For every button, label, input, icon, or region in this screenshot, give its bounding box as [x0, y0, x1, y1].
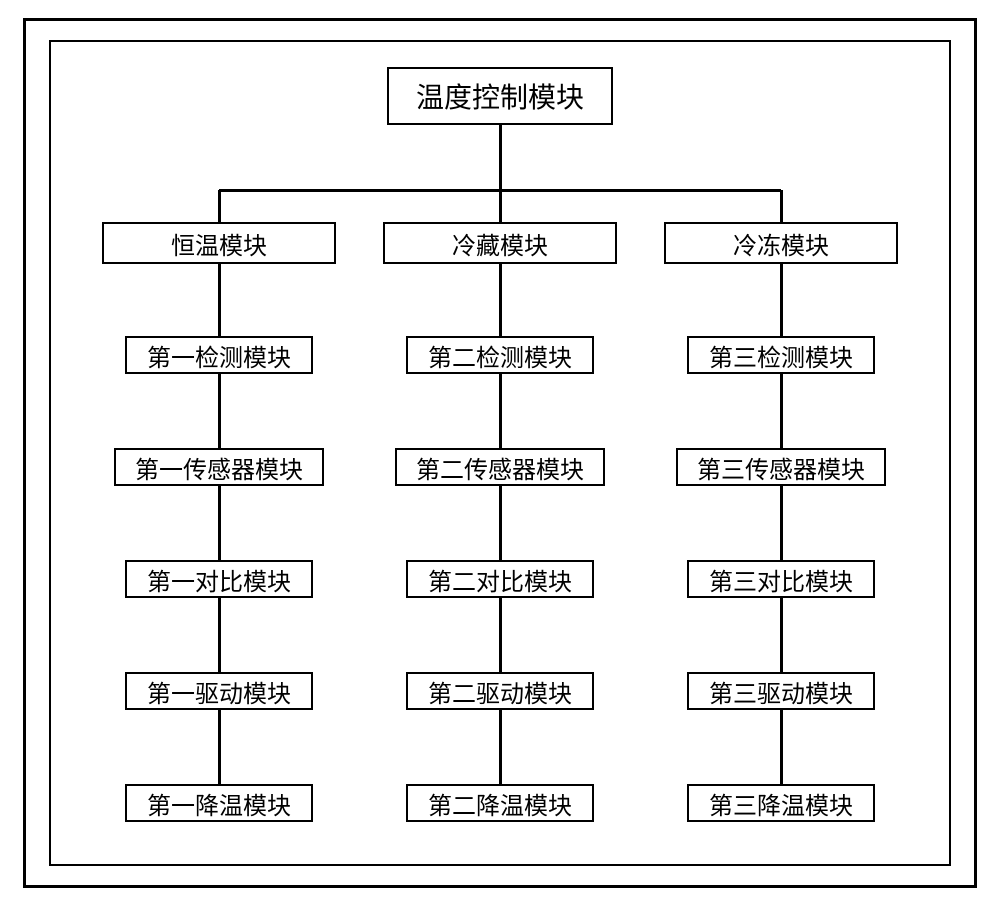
node-col1-1: 第一传感器模块	[114, 448, 324, 486]
node-col3-4-label: 第三降温模块	[709, 786, 853, 821]
connector-vertical	[218, 190, 221, 222]
connector-vertical	[218, 374, 221, 448]
connector-vertical	[218, 710, 221, 784]
connector-vertical	[499, 486, 502, 560]
node-col2-3: 第二驱动模块	[406, 672, 594, 710]
connector-vertical	[218, 264, 221, 336]
node-col3-2: 第三对比模块	[687, 560, 875, 598]
node-col2-2-label: 第二对比模块	[428, 562, 572, 597]
connector-vertical	[499, 598, 502, 672]
node-col2-0-label: 第二检测模块	[428, 338, 572, 373]
connector-vertical	[499, 190, 502, 222]
connector-vertical	[499, 374, 502, 448]
node-col1-3-label: 第一驱动模块	[147, 674, 291, 709]
connector-vertical	[499, 264, 502, 336]
connector-vertical	[780, 374, 783, 448]
root-node-label: 温度控制模块	[416, 76, 584, 116]
node-col3-4: 第三降温模块	[687, 784, 875, 822]
node-col2-3-label: 第二驱动模块	[428, 674, 572, 709]
connector-vertical	[780, 486, 783, 560]
node-col1-4-label: 第一降温模块	[147, 786, 291, 821]
node-col1-2-label: 第一对比模块	[147, 562, 291, 597]
node-col2-4: 第二降温模块	[406, 784, 594, 822]
connector-vertical	[780, 710, 783, 784]
node-col1-4: 第一降温模块	[125, 784, 313, 822]
node-col1-3: 第一驱动模块	[125, 672, 313, 710]
node-col2-0: 第二检测模块	[406, 336, 594, 374]
node-col1-2: 第一对比模块	[125, 560, 313, 598]
connector-vertical	[218, 598, 221, 672]
connector-vertical	[780, 190, 783, 222]
connector-vertical	[780, 264, 783, 336]
node-col1-0: 第一检测模块	[125, 336, 313, 374]
node-col3-3: 第三驱动模块	[687, 672, 875, 710]
column-header-col1-label: 恒温模块	[171, 226, 267, 261]
node-col3-3-label: 第三驱动模块	[709, 674, 853, 709]
node-col2-1: 第二传感器模块	[395, 448, 605, 486]
connector-vertical	[780, 598, 783, 672]
column-header-col2: 冷藏模块	[383, 222, 617, 264]
node-col3-0-label: 第三检测模块	[709, 338, 853, 373]
node-col2-4-label: 第二降温模块	[428, 786, 572, 821]
root-node: 温度控制模块	[387, 67, 613, 125]
node-col3-2-label: 第三对比模块	[709, 562, 853, 597]
column-header-col3-label: 冷冻模块	[733, 226, 829, 261]
node-col3-1-label: 第三传感器模块	[697, 450, 865, 485]
node-col3-1: 第三传感器模块	[676, 448, 886, 486]
node-col1-1-label: 第一传感器模块	[135, 450, 303, 485]
connector-vertical	[499, 710, 502, 784]
column-header-col2-label: 冷藏模块	[452, 226, 548, 261]
node-col1-0-label: 第一检测模块	[147, 338, 291, 373]
column-header-col3: 冷冻模块	[664, 222, 898, 264]
column-header-col1: 恒温模块	[102, 222, 336, 264]
node-col2-2: 第二对比模块	[406, 560, 594, 598]
node-col3-0: 第三检测模块	[687, 336, 875, 374]
connector-vertical	[499, 125, 502, 190]
connector-vertical	[218, 486, 221, 560]
node-col2-1-label: 第二传感器模块	[416, 450, 584, 485]
